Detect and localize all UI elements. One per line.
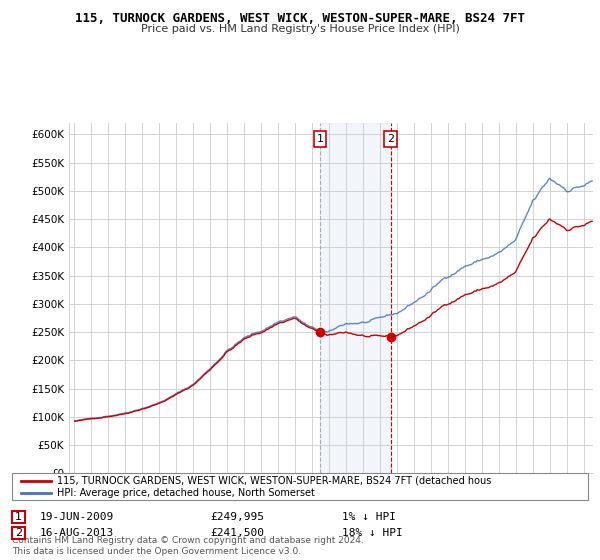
Text: Price paid vs. HM Land Registry's House Price Index (HPI): Price paid vs. HM Land Registry's House …: [140, 24, 460, 34]
Text: 1: 1: [15, 512, 22, 522]
Bar: [320, 123, 391, 473]
Text: 1% ↓ HPI: 1% ↓ HPI: [342, 512, 396, 522]
Text: 2: 2: [15, 528, 22, 538]
Text: £241,500: £241,500: [210, 528, 264, 538]
Text: 19-JUN-2009: 19-JUN-2009: [40, 512, 115, 522]
Text: 1: 1: [317, 134, 323, 144]
Text: Contains HM Land Registry data © Crown copyright and database right 2024.
This d: Contains HM Land Registry data © Crown c…: [12, 536, 364, 556]
Text: 2: 2: [387, 134, 394, 144]
Text: 115, TURNOCK GARDENS, WEST WICK, WESTON-SUPER-MARE, BS24 7FT: 115, TURNOCK GARDENS, WEST WICK, WESTON-…: [75, 12, 525, 25]
Text: HPI: Average price, detached house, North Somerset: HPI: Average price, detached house, Nort…: [57, 488, 315, 497]
Text: 16-AUG-2013: 16-AUG-2013: [40, 528, 115, 538]
Text: 18% ↓ HPI: 18% ↓ HPI: [342, 528, 403, 538]
Text: 115, TURNOCK GARDENS, WEST WICK, WESTON-SUPER-MARE, BS24 7FT (detached hous: 115, TURNOCK GARDENS, WEST WICK, WESTON-…: [57, 476, 491, 486]
Text: £249,995: £249,995: [210, 512, 264, 522]
